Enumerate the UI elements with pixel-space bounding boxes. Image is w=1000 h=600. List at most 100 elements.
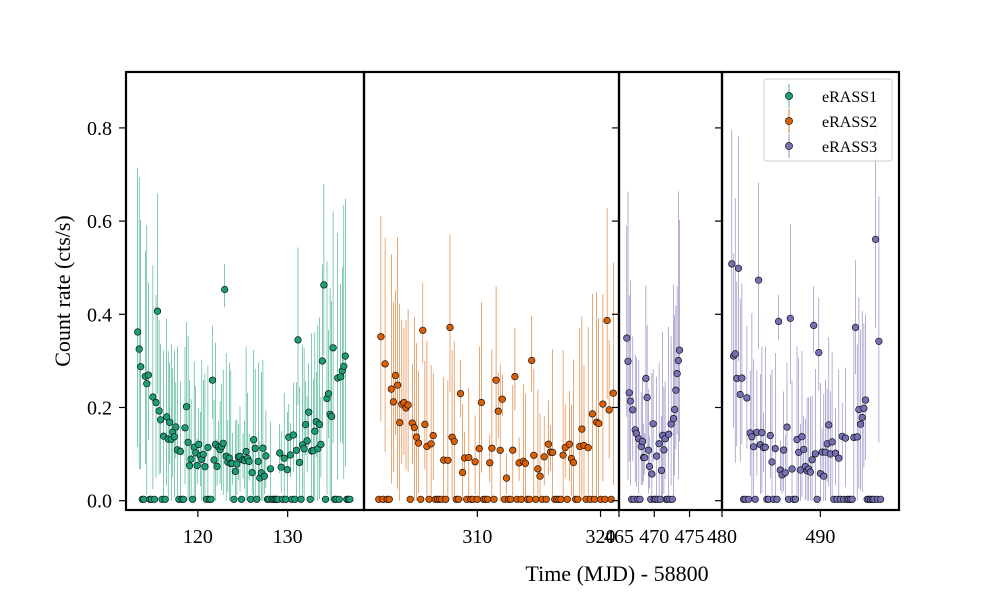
data-point [605, 406, 613, 414]
data-point [150, 495, 159, 503]
data-point [291, 495, 299, 503]
data-point [601, 495, 609, 503]
points-panel-3 [623, 334, 684, 503]
data-point [738, 374, 746, 382]
data-point [381, 360, 389, 368]
data-point [444, 456, 452, 464]
data-point [237, 495, 246, 503]
data-point [213, 462, 221, 471]
data-point [811, 450, 820, 458]
data-point [649, 420, 657, 428]
data-point [340, 362, 348, 370]
data-point [871, 235, 880, 243]
points-panel-4 [728, 235, 885, 503]
data-point [841, 434, 850, 442]
x-tick-label: 470 [639, 526, 669, 548]
data-point [751, 495, 759, 503]
errorbars-panel-4 [731, 113, 880, 501]
errorbars-panel-3 [626, 191, 680, 501]
data-point [144, 371, 152, 379]
data-point [282, 495, 290, 503]
legend-item-erass3: eRASS3 [785, 134, 877, 158]
data-point [429, 432, 437, 440]
data-point [385, 495, 393, 503]
data-point [532, 495, 540, 503]
data-point [774, 317, 783, 326]
data-point [321, 495, 330, 503]
data-point [189, 495, 197, 503]
data-point [221, 285, 229, 294]
panel-1: 120 130 [134, 167, 354, 548]
data-point [318, 357, 327, 365]
y-axis-label: Count rate (cts/s) [50, 215, 75, 367]
data-point [477, 398, 486, 407]
data-point [404, 401, 412, 409]
data-point [736, 390, 744, 399]
data-point [446, 323, 454, 332]
x-tick-label: 490 [805, 526, 835, 548]
data-point [861, 396, 870, 404]
data-point [498, 395, 506, 403]
data-point [231, 467, 239, 476]
data-point [509, 446, 517, 454]
data-point [858, 413, 866, 422]
data-point [311, 427, 319, 435]
data-point [486, 459, 494, 467]
data-point [781, 469, 789, 477]
data-point [419, 326, 427, 334]
data-point [253, 495, 261, 503]
data-point [641, 454, 649, 462]
data-point [831, 449, 840, 457]
data-point [465, 453, 473, 462]
data-point [456, 390, 465, 398]
data-point [157, 416, 165, 424]
legend: eRASS1 eRASS2 eRASS3 [763, 78, 893, 162]
data-point [773, 495, 781, 503]
axis-frame [124, 70, 901, 512]
data-point [488, 444, 496, 452]
data-point [143, 380, 151, 388]
data-point [525, 495, 534, 503]
data-point [475, 445, 483, 453]
data-point [758, 429, 766, 437]
data-point [259, 444, 267, 452]
data-point [254, 457, 262, 466]
x-tick-label: 310 [462, 526, 492, 548]
data-point [152, 399, 160, 407]
legend-item-erass2: eRASS2 [785, 109, 877, 133]
data-point [673, 370, 681, 378]
x-tick-label: 320 [586, 526, 616, 548]
data-point [302, 421, 310, 429]
data-point [303, 437, 311, 445]
data-point [490, 495, 498, 503]
data-point [134, 328, 142, 336]
legend-label-erass3: eRASS3 [822, 139, 877, 156]
panel-frame-4 [720, 70, 901, 512]
data-point [280, 454, 288, 462]
data-point [320, 281, 328, 289]
data-point [135, 345, 143, 353]
data-point [521, 459, 530, 467]
data-point [780, 446, 788, 454]
data-point [199, 450, 207, 458]
data-point [798, 433, 806, 441]
data-point [377, 333, 385, 341]
points-panel-1 [134, 281, 354, 503]
data-point [459, 468, 467, 477]
data-point [511, 373, 519, 381]
data-point [607, 495, 615, 503]
data-point [389, 398, 398, 406]
data-point [528, 356, 536, 365]
data-point [341, 352, 349, 360]
data-point [766, 431, 774, 440]
errorbars-panel-2 [380, 208, 614, 501]
data-point [391, 371, 400, 380]
data-point [262, 452, 270, 460]
x-tick-label: 130 [273, 526, 303, 548]
data-point [848, 495, 856, 503]
data-point [563, 495, 571, 503]
data-point [230, 495, 238, 503]
data-point [396, 419, 404, 427]
legend-label-erass2: eRASS2 [822, 114, 877, 131]
